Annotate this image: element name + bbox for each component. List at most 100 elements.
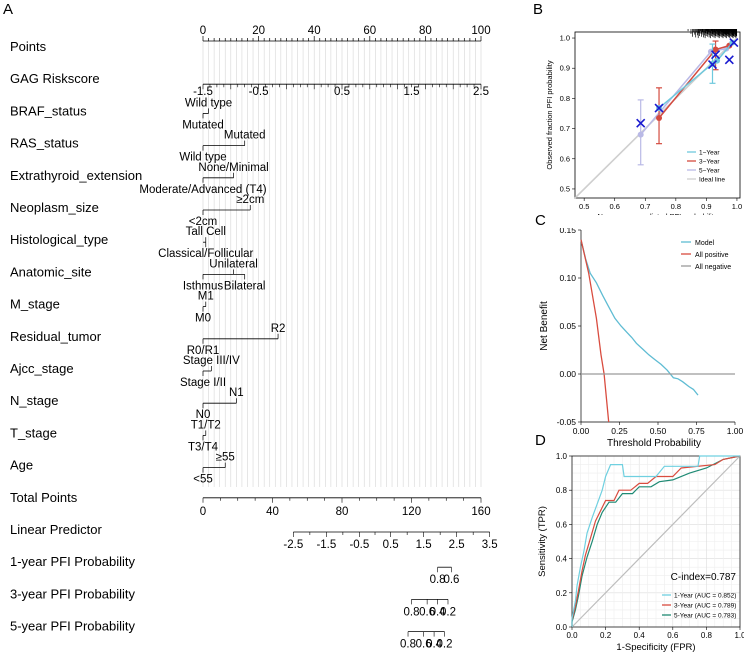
- legend-label: 5−Year: [699, 168, 720, 175]
- tick-label: 0.6: [556, 520, 568, 529]
- tick-label: 0.8: [404, 606, 420, 618]
- tick-label: 0: [200, 506, 206, 518]
- tick-label: -0.5: [349, 539, 369, 551]
- axis-label-linear-predictor: Linear Predictor: [10, 522, 102, 537]
- tick-label: 160: [471, 506, 490, 518]
- tick-label: 0.4: [634, 631, 646, 640]
- level-label: N0: [196, 409, 211, 421]
- variable-label: Ajcc_stage: [10, 361, 74, 376]
- legend-label: All positive: [695, 252, 729, 259]
- plot-frame: [571, 455, 741, 628]
- tick-label: -0.05: [557, 417, 577, 427]
- data-point: [656, 115, 663, 122]
- tick-label: 0.4: [430, 606, 447, 618]
- tick-label: 0.2: [556, 589, 568, 598]
- panel-letter-b: B: [533, 1, 544, 18]
- tick-label: 0.5: [383, 539, 399, 551]
- series-line: [571, 455, 741, 627]
- tick-label: 1.0: [734, 631, 744, 640]
- level-label: Bilateral: [224, 280, 266, 292]
- tick-label: 0.25: [611, 426, 628, 436]
- tick-label: 0.8: [556, 486, 568, 495]
- tick-label: 0.4: [426, 639, 443, 651]
- level-label: Unilateral: [209, 258, 258, 270]
- variable-label: RAS_status: [10, 136, 79, 151]
- roc-curve-plot: 0.0 0.2 0.4 0.6 0.8 1.0 0.0 0.2 0.4 0.6 0.8 1.0 1-Sp…: [537, 452, 744, 653]
- level-label: T1/T2: [191, 419, 221, 431]
- legend-label: All negative: [695, 264, 731, 271]
- level-label: <2cm: [189, 216, 217, 228]
- tick-label: -2.5: [283, 539, 303, 551]
- x-axis-label: Threshold Probability: [607, 438, 701, 449]
- tick-label: 2.5: [449, 539, 465, 551]
- series-line: [571, 455, 741, 628]
- tick-label: 0.6: [419, 606, 435, 618]
- tick-label: 0.75: [688, 426, 705, 436]
- level-label: Tall Cell: [186, 226, 226, 238]
- axis-label-total-points: Total Points: [10, 490, 78, 505]
- cross-mark: [707, 60, 718, 70]
- tick-label: 0.0: [556, 623, 568, 632]
- level-label: <55: [193, 474, 213, 486]
- legend-label: 1−Year: [699, 150, 720, 157]
- level-label: Wild type: [185, 97, 232, 109]
- level-label: R0/R1: [187, 345, 220, 357]
- variable-label: M_stage: [10, 297, 60, 312]
- tick-label: 0.6: [560, 154, 570, 163]
- tick-label: 0.2: [437, 639, 453, 651]
- plot-frame: [574, 31, 741, 199]
- panel-letter-c: C: [535, 212, 546, 229]
- tick-label: 3.5: [482, 539, 498, 551]
- variable-label: Extrathyroid_extension: [10, 168, 142, 183]
- tick-label: 0.2: [440, 606, 456, 618]
- tick-label: 1.0: [556, 452, 568, 461]
- tick-label: 0.15: [559, 228, 576, 235]
- legend-label: Ideal line: [699, 177, 725, 184]
- panel-letter-a: A: [3, 1, 14, 18]
- level-label: Stage I/II: [180, 377, 226, 389]
- tick-label: 0.4: [556, 555, 568, 564]
- variable-label: Neoplasm_size: [10, 200, 99, 215]
- tick-label: 0.9: [701, 202, 711, 211]
- variable-label: BRAF_status: [10, 103, 87, 118]
- tick-label: 0.5: [334, 86, 350, 98]
- tick-label: 0.8: [400, 639, 416, 651]
- legend-label: Model: [695, 240, 715, 247]
- nomogram-panel: Points 0 20 40 60 80 100 GAG Riskscore -1.5 -0.5 0…: [10, 25, 498, 651]
- variable-label: Residual_tumor: [10, 329, 102, 344]
- tick-label: 0.7: [560, 124, 570, 133]
- tick-label: 40: [308, 25, 321, 37]
- level-label: Stage III/IV: [183, 355, 240, 367]
- tick-label: -1.5: [193, 86, 213, 98]
- tick-label: 80: [336, 506, 349, 518]
- tick-label: 1.0: [560, 34, 570, 43]
- tick-label: 60: [363, 25, 376, 37]
- tick-label: 0.5: [560, 184, 570, 193]
- tick-label: 0.8: [671, 202, 681, 211]
- legend-label: 5-Year (AUC = 0.783): [674, 613, 736, 620]
- y-axis-label: Sensitivity (TPR): [537, 506, 548, 577]
- variable-label: N_stage: [10, 393, 58, 408]
- series-line: [571, 455, 740, 627]
- series-line: [580, 239, 610, 423]
- cross-mark: [724, 55, 734, 65]
- tick-label: 0.50: [650, 426, 667, 436]
- level-label: M1: [198, 291, 214, 303]
- tick-label: 0.6: [610, 202, 620, 211]
- axis-label-probability: 1-year PFI Probability: [10, 554, 135, 569]
- tick-label: 1.5: [416, 539, 432, 551]
- tick-label: 0.6: [667, 631, 679, 640]
- axis-label-probability: 5-year PFI Probability: [10, 619, 135, 634]
- variable-label: Age: [10, 458, 33, 473]
- tick-label: 100: [471, 25, 490, 37]
- legend-label: 1-Year (AUC = 0.852): [674, 593, 736, 600]
- axis-label-points: Points: [10, 39, 47, 54]
- tick-label: -1.5: [316, 539, 336, 551]
- tick-label: 1.5: [404, 86, 420, 98]
- data-point: [637, 131, 644, 138]
- level-label: Mutated: [224, 130, 266, 142]
- y-axis-label: Observed fraction PFI probability: [545, 60, 554, 169]
- level-label: M0: [195, 313, 211, 325]
- axis-label-probability: 3-year PFI Probability: [10, 586, 135, 601]
- calibration-plot: 0.5 0.6 0.7 0.8 0.9 1.0 0.5 0.6 0.7 0.8 0.9 1.0 Nomo…: [545, 29, 742, 215]
